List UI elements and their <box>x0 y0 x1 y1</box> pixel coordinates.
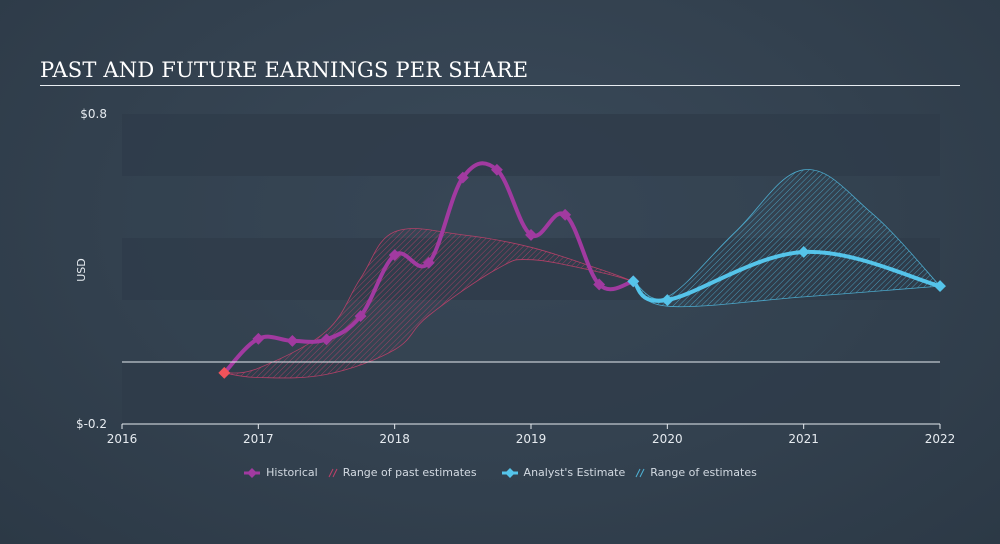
x-tick-label: 2018 <box>379 432 410 446</box>
estimate-point <box>797 246 810 258</box>
legend-estimate-label: Analyst's Estimate <box>523 466 626 479</box>
legend-historical-icon <box>244 467 261 478</box>
historical-point <box>456 171 469 184</box>
historical-point <box>388 249 401 261</box>
legend-past-range-icon <box>328 468 338 477</box>
legend-future-range-label: Range of estimates <box>650 466 757 479</box>
legend-estimate-icon <box>501 467 518 478</box>
x-tick-label: 2017 <box>243 432 274 446</box>
historical-point <box>320 333 333 346</box>
future-range-area <box>633 169 940 307</box>
legend-historical[interactable]: Historical <box>243 466 318 479</box>
legend-future-range[interactable]: Range of estimates <box>635 466 757 479</box>
historical-point <box>593 278 606 291</box>
chart-title: PAST AND FUTURE EARNINGS PER SHARE <box>40 58 529 82</box>
historical-point <box>218 366 231 379</box>
x-tick-label: 2021 <box>788 432 819 446</box>
plot-bands <box>122 114 940 424</box>
x-tick-label: 2020 <box>652 432 683 446</box>
historical-point <box>354 310 367 323</box>
historical-point <box>525 228 537 241</box>
historical-point <box>252 332 265 345</box>
plot-band <box>122 362 940 424</box>
y-tick-label: $0.8 <box>80 107 107 121</box>
legend-past-range-label: Range of past estimates <box>342 466 477 479</box>
title-divider <box>40 85 960 86</box>
legend: Historical Range of past estimates Analy… <box>0 466 1000 479</box>
past-range-upper <box>224 228 634 374</box>
legend-future-range-icon <box>635 468 645 477</box>
axes: 2016 2017 2018 2019 2020 2021 2022 $0.8 $-0.2 USD <box>75 107 955 446</box>
x-tick-label: 2019 <box>516 432 547 446</box>
x-tick-label: 2016 <box>107 432 138 446</box>
x-tick-label: 2022 <box>925 432 956 446</box>
past-range-lower <box>224 259 634 379</box>
plot-band <box>122 300 940 362</box>
y-tick-label: $-0.2 <box>76 417 107 431</box>
legend-historical-label: Historical <box>266 466 318 479</box>
estimate-point <box>934 280 946 293</box>
historical-point <box>286 334 299 347</box>
estimate-line <box>631 249 942 303</box>
legend-past-range[interactable]: Range of past estimates <box>328 466 477 479</box>
estimate-point <box>661 294 674 306</box>
plot-band <box>122 114 940 176</box>
legend-estimate[interactable]: Analyst's Estimate <box>501 466 626 479</box>
y-axis-label: USD <box>75 258 88 282</box>
historical-point <box>422 256 435 269</box>
